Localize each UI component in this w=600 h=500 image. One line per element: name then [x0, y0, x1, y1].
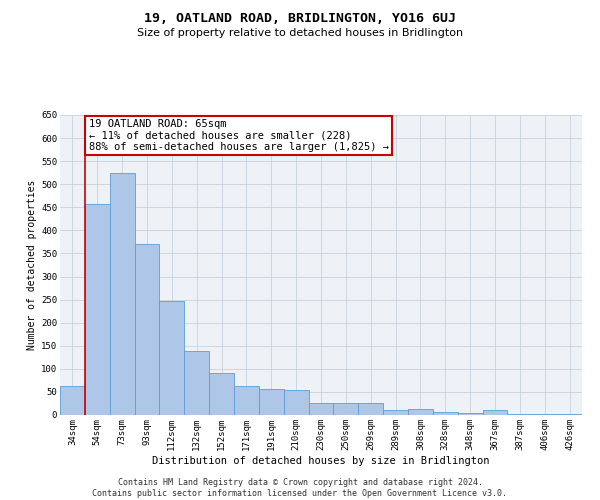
Bar: [234, 386, 259, 415]
Y-axis label: Number of detached properties: Number of detached properties: [27, 180, 37, 350]
Bar: [60, 386, 85, 415]
Bar: [284, 390, 308, 415]
Bar: [358, 402, 383, 415]
Text: Size of property relative to detached houses in Bridlington: Size of property relative to detached ho…: [137, 28, 463, 38]
Text: Contains HM Land Registry data © Crown copyright and database right 2024.
Contai: Contains HM Land Registry data © Crown c…: [92, 478, 508, 498]
Bar: [408, 410, 433, 415]
Bar: [532, 414, 557, 415]
Text: 19, OATLAND ROAD, BRIDLINGTON, YO16 6UJ: 19, OATLAND ROAD, BRIDLINGTON, YO16 6UJ: [144, 12, 456, 26]
Bar: [85, 204, 110, 415]
Bar: [134, 244, 160, 415]
Bar: [184, 352, 209, 415]
Bar: [383, 410, 408, 415]
Text: 19 OATLAND ROAD: 65sqm
← 11% of detached houses are smaller (228)
88% of semi-de: 19 OATLAND ROAD: 65sqm ← 11% of detached…: [89, 118, 389, 152]
Bar: [308, 402, 334, 415]
Bar: [209, 372, 234, 415]
Bar: [508, 414, 532, 415]
Bar: [482, 410, 508, 415]
Bar: [259, 388, 284, 415]
Bar: [160, 301, 184, 415]
Bar: [110, 173, 134, 415]
Bar: [458, 412, 482, 415]
Bar: [334, 402, 358, 415]
Bar: [557, 414, 582, 415]
Bar: [433, 412, 458, 415]
X-axis label: Distribution of detached houses by size in Bridlington: Distribution of detached houses by size …: [152, 456, 490, 466]
